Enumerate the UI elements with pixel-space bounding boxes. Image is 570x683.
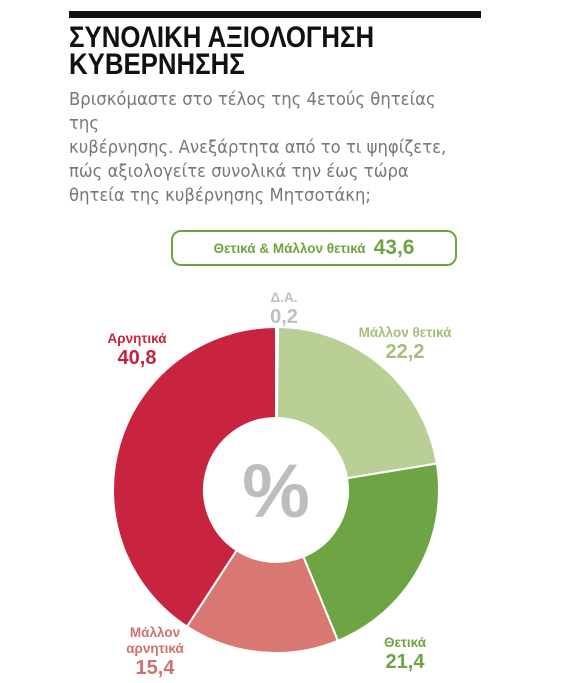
percent-symbol: % — [242, 449, 310, 534]
subtitle-line-2: κυβέρνησης. Ανεξάρτητα από το τι ψηφίζετ… — [69, 138, 447, 158]
chart-title: ΣΥΝΟΛΙΚΗ ΑΞΙΟΛΟΓΗΣΗ ΚΥΒΕΡΝΗΣΗΣ — [69, 21, 447, 81]
positive-total-badge: Θετικά & Μάλλον θετικά 43,6 — [171, 230, 457, 266]
subtitle-line-3: πώς αξιολογείτε συνολικά την έως τώρα — [69, 162, 409, 182]
label-dk-name: Δ.Α. — [270, 290, 298, 305]
label-rather-negative: Μάλλον αρνητικά 15,4 — [100, 625, 210, 679]
label-rather-negative-line1: Μάλλον — [129, 625, 181, 640]
donut-hole — [204, 418, 348, 562]
label-positive-name: Θετικά — [383, 635, 427, 650]
label-negative-value: 40,8 — [117, 347, 157, 369]
subtitle-line-4: θητεία της κυβέρνησης Μητσοτάκη; — [69, 186, 371, 206]
label-rather-positive-name: Μάλλον θετικά — [358, 325, 452, 340]
top-rule — [69, 11, 481, 18]
subtitle-line-1: Βρισκόμαστε στο τέλος της 4ετούς θητείας… — [69, 90, 436, 134]
label-rather-positive: Μάλλον θετικά 22,2 — [330, 325, 480, 363]
positive-total-value: 43,6 — [373, 236, 415, 259]
label-negative-name: Αρνητικά — [107, 331, 167, 346]
label-rather-negative-line2: αρνητικά — [126, 641, 184, 656]
positive-total-label: Θετικά & Μάλλον θετικά — [213, 240, 366, 256]
label-rather-negative-value: 15,4 — [135, 657, 175, 679]
chart-subtitle: Βρισκόμαστε στο τέλος της 4ετούς θητείας… — [69, 88, 464, 208]
label-rather-positive-value: 22,2 — [385, 341, 425, 363]
title-line-1: ΣΥΝΟΛΙΚΗ ΑΞΙΟΛΟΓΗΣΗ — [69, 21, 375, 54]
label-positive-value: 21,4 — [385, 651, 425, 673]
label-positive: Θετικά 21,4 — [360, 635, 450, 673]
label-negative: Αρνητικά 40,8 — [92, 331, 182, 369]
title-line-2: ΚΥΒΕΡΝΗΣΗΣ — [69, 48, 245, 81]
label-dk: Δ.Α. 0,2 — [259, 290, 309, 328]
label-dk-value: 0,2 — [270, 306, 298, 328]
